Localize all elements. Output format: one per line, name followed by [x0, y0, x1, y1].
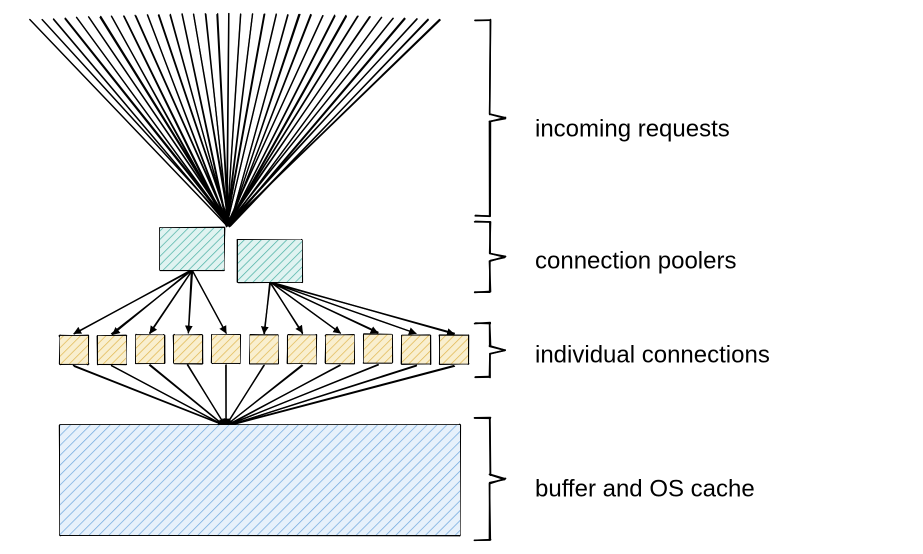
worker-to-buffer-arrows [73, 365, 454, 427]
bracket [474, 418, 505, 541]
worker-box [250, 335, 278, 363]
worker-box [326, 335, 354, 363]
section-label: individual connections [535, 341, 770, 368]
worker-box [136, 335, 164, 363]
worker-box [212, 335, 240, 363]
worker-box [98, 336, 126, 364]
bracket [475, 19, 506, 216]
worker-box [364, 335, 392, 363]
pooler-box [238, 240, 302, 282]
section-label: incoming requests [535, 115, 730, 142]
connection-poolers [160, 228, 302, 282]
section-label: connection poolers [535, 247, 736, 274]
bracket [475, 221, 506, 292]
pooler-box [160, 228, 224, 270]
bracket [475, 323, 506, 378]
individual-connections [60, 335, 468, 364]
worker-box [440, 336, 468, 364]
section-label: buffer and OS cache [535, 475, 755, 502]
incoming-requests-fan [30, 14, 440, 227]
buffer-cache-box [60, 425, 460, 535]
worker-box [402, 336, 430, 364]
worker-box [288, 335, 316, 363]
section-brackets: incoming requests connection poolers indiv… [474, 19, 769, 540]
worker-box [60, 336, 88, 364]
worker-box [174, 335, 202, 363]
